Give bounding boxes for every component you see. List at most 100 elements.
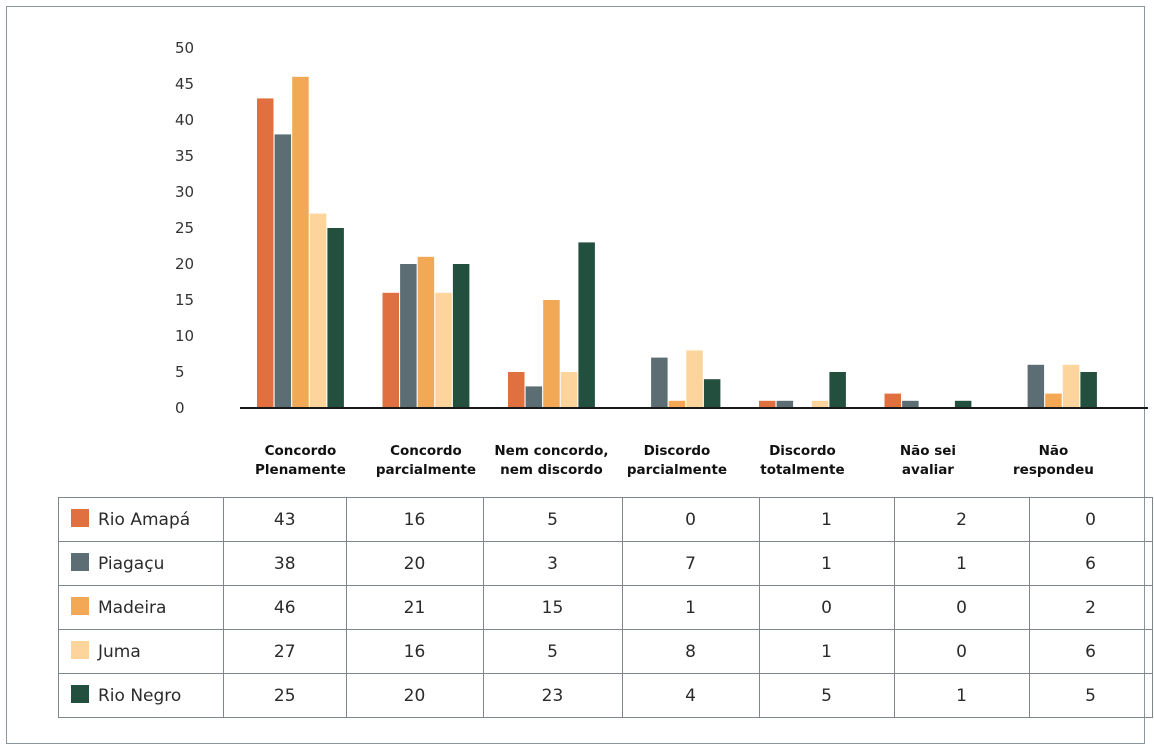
table-cell: 16	[345, 497, 484, 542]
y-tick-label: 40	[175, 111, 194, 129]
table-cell: 0	[621, 497, 760, 542]
bar	[954, 400, 972, 408]
table-row: Juma 27 16 5 8 1 0 6	[58, 629, 1153, 674]
series-name: Piagaçu	[98, 554, 165, 574]
category-label: Não	[1039, 443, 1069, 459]
bar	[560, 372, 578, 408]
category-label: Concordo	[265, 443, 337, 459]
bar	[309, 213, 327, 408]
table-cell: 3	[482, 541, 623, 586]
category-label: Concordo	[390, 443, 462, 459]
table-cell: 15	[482, 585, 623, 630]
bar	[508, 372, 525, 408]
bar	[1062, 364, 1080, 408]
category-label: nem discordo	[500, 462, 603, 478]
data-table: Rio Amapá 43 16 5 0 1 2 0 Piagaçu 38 20 3 7 1 1 6 Madeir…	[58, 497, 1153, 718]
bar	[776, 400, 794, 408]
category-label: totalmente	[760, 462, 844, 478]
table-cell: 1	[758, 629, 895, 674]
category-labels: Concordo Plenamente Concordo parcialmente Ne…	[255, 443, 1094, 478]
bar	[543, 300, 560, 408]
bar	[829, 372, 846, 408]
table-cell: 46	[223, 585, 347, 630]
bar	[1080, 372, 1097, 408]
series-name: Rio Amapá	[98, 510, 191, 530]
y-tick-label: 35	[175, 147, 194, 165]
y-tick-label: 15	[175, 291, 194, 309]
category-label: avaliar	[902, 462, 954, 478]
bar	[884, 393, 901, 408]
category-label: Plenamente	[255, 462, 346, 478]
table-cell: 1	[758, 541, 895, 586]
table-row: Rio Amapá 43 16 5 0 1 2 0	[58, 497, 1153, 542]
legend-swatch	[71, 509, 89, 527]
table-cell: 20	[345, 541, 484, 586]
table-cell: 1	[758, 497, 895, 542]
table-cell: 2	[893, 497, 1030, 542]
bar	[292, 76, 309, 409]
series-name: Madeira	[98, 598, 167, 618]
legend-swatch	[71, 641, 89, 659]
bar	[759, 400, 776, 408]
table-cell: 0	[1028, 497, 1153, 542]
series-cell: Madeira	[58, 585, 224, 630]
y-axis-ticks: 0 5 10 15 20 25 30 35 40 45 50	[175, 39, 194, 417]
bar	[452, 264, 470, 408]
table-cell: 38	[223, 541, 347, 586]
table-cell: 23	[482, 673, 623, 718]
category-label: Discordo	[769, 443, 836, 459]
bar	[257, 98, 274, 409]
legend-swatch	[71, 597, 89, 615]
table-cell: 6	[1028, 629, 1153, 674]
table-cell: 7	[621, 541, 760, 586]
table-cell: 20	[345, 673, 484, 718]
bar	[668, 400, 686, 408]
bar	[703, 379, 721, 408]
bar	[686, 350, 703, 408]
table-cell: 6	[1028, 541, 1153, 586]
y-tick-label: 0	[175, 399, 185, 417]
y-tick-label: 30	[175, 183, 194, 201]
bar	[1045, 393, 1062, 408]
legend-swatch	[71, 685, 89, 703]
table-cell: 8	[621, 629, 760, 674]
legend-swatch	[71, 553, 89, 571]
bar	[902, 400, 919, 408]
bar	[274, 134, 292, 408]
bar	[327, 228, 344, 408]
table-cell: 4	[621, 673, 760, 718]
table-cell: 25	[223, 673, 347, 718]
series-cell: Piagaçu	[58, 541, 224, 586]
category-label: Discordo	[644, 443, 711, 459]
y-tick-label: 10	[175, 327, 194, 345]
table-cell: 0	[893, 585, 1030, 630]
y-tick-label: 5	[175, 363, 185, 381]
category-label: respondeu	[1013, 462, 1094, 478]
bar	[400, 264, 417, 408]
table-cell: 1	[893, 541, 1030, 586]
category-label: Não sei	[900, 443, 956, 459]
series-cell: Juma	[58, 629, 224, 674]
bar	[811, 400, 829, 408]
bar	[435, 292, 452, 408]
bar	[417, 256, 435, 408]
table-row: Madeira 46 21 15 1 0 0 2	[58, 585, 1153, 630]
table-cell: 21	[345, 585, 484, 630]
bar	[651, 357, 668, 408]
series-name: Rio Negro	[98, 686, 182, 706]
chart-frame	[6, 6, 1145, 744]
category-label: parcialmente	[376, 462, 476, 478]
table-cell: 0	[893, 629, 1030, 674]
table-row: Rio Negro 25 20 23 4 5 1 5	[58, 673, 1153, 718]
table-cell: 5	[482, 629, 623, 674]
bar	[578, 242, 595, 408]
table-cell: 1	[893, 673, 1030, 718]
table-cell: 0	[758, 585, 895, 630]
table-cell: 5	[482, 497, 623, 542]
series-name: Juma	[98, 642, 141, 662]
series-cell: Rio Negro	[58, 673, 224, 718]
y-tick-label: 20	[175, 255, 194, 273]
series-cell: Rio Amapá	[58, 497, 224, 542]
table-cell: 5	[758, 673, 895, 718]
